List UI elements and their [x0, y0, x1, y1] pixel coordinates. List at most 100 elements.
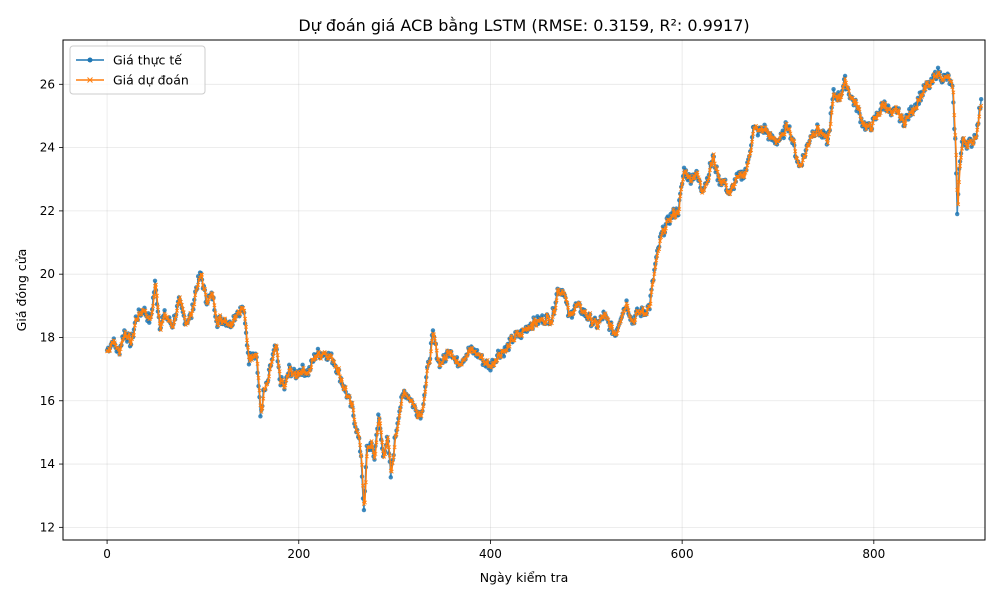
predicted-point: [152, 294, 157, 299]
predicted-point: [765, 129, 770, 134]
predicted-point: [706, 175, 711, 180]
predicted-point: [266, 379, 271, 384]
predicted-point: [676, 211, 681, 216]
legend-label: Giá thực tế: [113, 53, 182, 68]
predicted-point: [963, 141, 968, 146]
predicted-point: [652, 271, 657, 277]
predicted-point: [911, 112, 916, 117]
predicted-point: [387, 453, 392, 458]
predicted-point: [763, 125, 768, 130]
predicted-point: [192, 302, 197, 307]
predicted-point: [534, 323, 539, 328]
predicted-point: [244, 338, 250, 343]
predicted-point: [709, 163, 714, 168]
predicted-point: [565, 300, 570, 305]
predicted-point: [589, 317, 594, 322]
predicted-point: [308, 367, 313, 372]
predicted-point: [449, 349, 454, 354]
predicted-point: [433, 341, 438, 347]
predicted-point: [335, 369, 340, 374]
actual-point: [258, 414, 263, 419]
predicted-point: [902, 124, 907, 129]
predicted-point: [698, 180, 703, 185]
predicted-point: [723, 180, 728, 185]
predicted-point: [247, 358, 252, 364]
predicted-point: [678, 194, 683, 199]
predicted-point: [352, 417, 357, 422]
predicted-point: [648, 301, 653, 306]
predicted-point: [727, 189, 732, 194]
predicted-point: [651, 278, 656, 283]
actual-point: [300, 362, 305, 368]
predicted-point: [425, 368, 430, 373]
predicted-point: [747, 154, 752, 159]
predicted-point: [263, 387, 268, 392]
legend-swatch-marker: [87, 77, 93, 83]
predicted-point: [885, 109, 890, 114]
predicted-point: [178, 299, 183, 304]
predicted-point: [414, 409, 419, 414]
predicted-point: [190, 309, 195, 314]
predicted-point: [923, 87, 928, 92]
predicted-point: [286, 374, 291, 379]
predicted-point: [355, 429, 360, 434]
predicted-point: [961, 135, 966, 141]
x-tick-label: 0: [103, 547, 111, 561]
predicted-point: [787, 127, 792, 132]
predicted-point: [687, 174, 692, 179]
predicted-point: [719, 182, 724, 187]
predicted-point: [795, 156, 800, 161]
actual-point: [932, 69, 938, 75]
predicted-point: [925, 80, 930, 85]
predicted-point: [732, 182, 737, 187]
predicted-point: [869, 127, 874, 132]
predicted-point: [233, 316, 238, 321]
predicted-point: [175, 308, 180, 313]
predicted-point: [874, 116, 879, 121]
predicted-point: [827, 128, 832, 133]
actual-point: [147, 320, 152, 325]
predicted-point: [459, 362, 464, 367]
predicted-point: [360, 462, 365, 467]
predicted-point: [334, 364, 339, 369]
predicted-point: [653, 265, 658, 270]
predicted-point: [946, 73, 951, 78]
predicted-point: [843, 76, 848, 81]
predicted-point: [950, 85, 955, 90]
predicted-point: [479, 353, 484, 358]
predicted-point: [838, 97, 843, 102]
predicted-point: [839, 95, 844, 100]
predicted-point: [245, 345, 250, 350]
predicted-point: [143, 308, 148, 313]
predicted-point: [552, 311, 557, 316]
predicted-point: [283, 383, 288, 388]
predicted-point: [165, 314, 170, 319]
predicted-point: [590, 322, 595, 327]
predicted-point: [394, 432, 399, 437]
predicted-point: [729, 188, 734, 193]
predicted-point: [512, 338, 517, 343]
predicted-point: [788, 131, 793, 136]
predicted-point: [155, 305, 160, 310]
predicted-point: [238, 311, 243, 316]
predicted-point: [481, 359, 486, 364]
actual-point: [755, 133, 761, 138]
predicted-point: [958, 164, 963, 169]
predicted-point: [663, 226, 668, 231]
actual-point: [781, 135, 786, 141]
predicted-point: [577, 300, 582, 305]
predicted-point: [205, 301, 210, 306]
predicted-point: [870, 121, 875, 126]
predicted-point: [600, 315, 605, 320]
predicted-point: [825, 141, 830, 146]
predicted-point: [754, 125, 759, 130]
predicted-point: [364, 454, 369, 459]
predicted-point: [846, 88, 851, 93]
predicted-point: [156, 313, 161, 318]
predicted-point: [153, 282, 158, 287]
predicted-point: [803, 152, 808, 157]
predicted-point: [382, 454, 387, 459]
predicted-point: [275, 353, 280, 358]
plot-frame: [62, 39, 986, 541]
